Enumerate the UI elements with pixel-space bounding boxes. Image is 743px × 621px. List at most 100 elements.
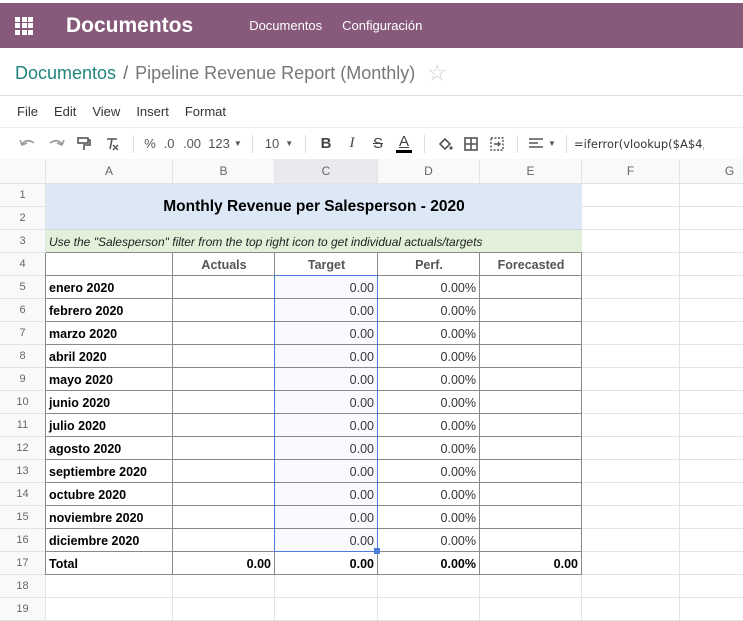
forecasted-cell[interactable] xyxy=(480,322,582,345)
perf-cell[interactable]: 0.00% xyxy=(440,395,476,410)
month-label[interactable]: septiembre 2020 xyxy=(49,464,147,479)
forecasted-cell[interactable] xyxy=(480,391,582,414)
italic-button[interactable]: I xyxy=(349,135,355,151)
forecasted-cell[interactable] xyxy=(480,368,582,391)
month-label[interactable]: junio 2020 xyxy=(49,395,111,410)
actuals-cell[interactable] xyxy=(173,529,275,552)
select-all-corner[interactable] xyxy=(0,159,46,184)
selection-fill-handle[interactable] xyxy=(374,548,380,554)
month-label[interactable]: abril 2020 xyxy=(49,349,107,364)
row-header-7[interactable]: 7 xyxy=(0,322,46,345)
row-header-14[interactable]: 14 xyxy=(0,483,46,506)
breadcrumb-parent-link[interactable]: Documentos xyxy=(15,62,117,83)
menu-insert[interactable]: Insert xyxy=(136,103,169,119)
app-title[interactable]: Documentos xyxy=(66,13,194,37)
decrease-decimal-button[interactable]: .0 xyxy=(163,136,175,151)
row-header-1[interactable]: 1 xyxy=(0,184,46,207)
actuals-cell[interactable] xyxy=(173,483,275,506)
actuals-cell[interactable] xyxy=(173,460,275,483)
undo-icon[interactable] xyxy=(14,132,42,156)
align-dropdown[interactable]: ▼ xyxy=(525,132,559,156)
sheet-title[interactable]: Monthly Revenue per Salesperson - 2020 xyxy=(46,184,582,230)
month-label[interactable]: febrero 2020 xyxy=(49,303,124,318)
menu-configuracion[interactable]: Configuración xyxy=(342,18,423,33)
row-header-18[interactable]: 18 xyxy=(0,575,46,598)
redo-icon[interactable] xyxy=(42,132,70,156)
row-header-4[interactable]: 4 xyxy=(0,253,46,276)
perf-cell[interactable]: 0.00% xyxy=(440,418,476,433)
fill-color-icon[interactable] xyxy=(432,132,458,156)
actuals-cell[interactable] xyxy=(173,276,275,299)
number-format-dropdown[interactable]: 123 ▼ xyxy=(205,132,245,156)
column-header-f[interactable]: F xyxy=(582,159,680,184)
target-cell[interactable]: 0.00 xyxy=(349,533,374,548)
month-label[interactable]: octubre 2020 xyxy=(49,487,127,502)
forecasted-cell[interactable] xyxy=(480,414,582,437)
menu-view[interactable]: View xyxy=(92,103,121,119)
actuals-cell[interactable] xyxy=(173,437,275,460)
actuals-cell[interactable] xyxy=(173,368,275,391)
borders-icon[interactable] xyxy=(458,132,484,156)
percent-format-button[interactable]: % xyxy=(144,136,156,151)
perf-cell[interactable]: 0.00% xyxy=(440,510,476,525)
row-header-12[interactable]: 12 xyxy=(0,437,46,460)
perf-cell[interactable]: 0.00% xyxy=(440,280,476,295)
bold-button[interactable]: B xyxy=(320,135,332,152)
perf-cell[interactable]: 0.00% xyxy=(440,533,476,548)
perf-cell[interactable]: 0.00% xyxy=(440,326,476,341)
row-header-13[interactable]: 13 xyxy=(0,460,46,483)
merge-cells-icon[interactable] xyxy=(484,132,510,156)
font-size-dropdown[interactable]: 10 ▼ xyxy=(260,132,298,156)
menu-edit[interactable]: Edit xyxy=(53,103,77,119)
target-cell[interactable]: 0.00 xyxy=(349,441,374,456)
cell-a4[interactable] xyxy=(46,253,173,276)
column-header-d[interactable]: D xyxy=(378,159,480,184)
row-header-8[interactable]: 8 xyxy=(0,345,46,368)
target-cell[interactable]: 0.00 xyxy=(349,326,374,341)
month-label[interactable]: agosto 2020 xyxy=(49,441,122,456)
row-header-6[interactable]: 6 xyxy=(0,299,46,322)
favorite-star-icon[interactable]: ☆ xyxy=(427,60,447,85)
target-cell[interactable]: 0.00 xyxy=(349,464,374,479)
strikethrough-button[interactable]: S xyxy=(372,135,383,152)
perf-cell[interactable]: 0.00% xyxy=(440,372,476,387)
column-header-c[interactable]: C xyxy=(275,159,378,184)
row-header-10[interactable]: 10 xyxy=(0,391,46,414)
perf-cell[interactable]: 0.00% xyxy=(440,487,476,502)
menu-file[interactable]: File xyxy=(17,103,38,119)
row-header-5[interactable]: 5 xyxy=(0,276,46,299)
menu-format[interactable]: Format xyxy=(184,103,226,119)
row-header-2[interactable]: 2 xyxy=(0,207,46,230)
row-header-16[interactable]: 16 xyxy=(0,529,46,552)
actuals-cell[interactable] xyxy=(173,322,275,345)
perf-cell[interactable]: 0.00% xyxy=(440,303,476,318)
paint-format-icon[interactable] xyxy=(70,132,98,156)
total-perf[interactable]: 0.00% xyxy=(440,556,476,571)
perf-cell[interactable]: 0.00% xyxy=(440,464,476,479)
month-label[interactable]: julio 2020 xyxy=(49,418,106,433)
row-header-17[interactable]: 17 xyxy=(0,552,46,575)
total-actuals[interactable]: 0.00 xyxy=(246,556,271,571)
actuals-cell[interactable] xyxy=(173,414,275,437)
row-header-9[interactable]: 9 xyxy=(0,368,46,391)
forecasted-cell[interactable] xyxy=(480,460,582,483)
forecasted-cell[interactable] xyxy=(480,299,582,322)
forecasted-cell[interactable] xyxy=(480,437,582,460)
formula-bar[interactable]: =iferror(vlookup($A$4,Ta xyxy=(574,136,704,151)
selection-range[interactable] xyxy=(274,275,378,552)
apps-grid-icon[interactable] xyxy=(0,3,48,48)
sheet-note[interactable]: Use the "Salesperson" filter from the to… xyxy=(46,230,582,253)
column-header-b[interactable]: B xyxy=(173,159,275,184)
target-cell[interactable]: 0.00 xyxy=(349,372,374,387)
perf-cell[interactable]: 0.00% xyxy=(440,441,476,456)
actuals-cell[interactable] xyxy=(173,506,275,529)
header-actuals[interactable]: Actuals xyxy=(201,257,247,272)
header-perf[interactable]: Perf. xyxy=(415,257,443,272)
forecasted-cell[interactable] xyxy=(480,529,582,552)
total-label[interactable]: Total xyxy=(49,556,78,571)
forecasted-cell[interactable] xyxy=(480,483,582,506)
increase-decimal-button[interactable]: .00 xyxy=(182,136,202,151)
month-label[interactable]: enero 2020 xyxy=(49,280,115,295)
forecasted-cell[interactable] xyxy=(480,345,582,368)
month-label[interactable]: noviembre 2020 xyxy=(49,510,144,525)
